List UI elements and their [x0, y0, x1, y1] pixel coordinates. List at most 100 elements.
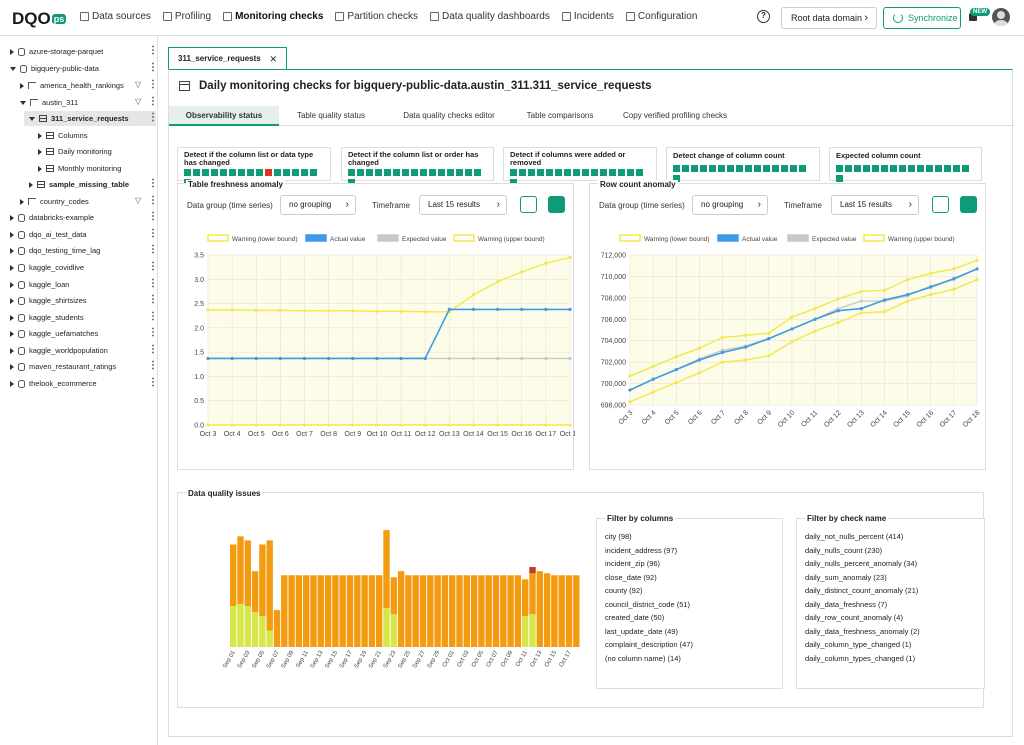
- status-cell[interactable]: [872, 165, 879, 172]
- sidebar-item-america-health-rankings[interactable]: america_health_rankings: [20, 78, 146, 93]
- status-cell[interactable]: [265, 169, 272, 176]
- more-icon[interactable]: ⋮: [148, 278, 158, 289]
- status-cell[interactable]: [393, 169, 400, 176]
- status-cell[interactable]: [736, 165, 743, 172]
- filter-item[interactable]: county (92): [605, 586, 643, 595]
- chevron-right-icon[interactable]: [10, 330, 14, 337]
- status-cell[interactable]: [627, 169, 634, 176]
- chevron-down-icon[interactable]: [10, 66, 16, 71]
- nav-data-quality-dashboards[interactable]: Data quality dashboards: [430, 11, 550, 22]
- status-cell[interactable]: [917, 165, 924, 172]
- chevron-right-icon[interactable]: [10, 231, 14, 238]
- more-icon[interactable]: ⋮: [148, 311, 158, 322]
- sidebar-item-country-codes[interactable]: country_codes: [20, 194, 146, 209]
- chevron-right-icon[interactable]: [20, 198, 24, 205]
- nav-configuration[interactable]: Configuration: [625, 11, 697, 22]
- status-cell[interactable]: [274, 169, 281, 176]
- chevron-right-icon[interactable]: [20, 82, 24, 89]
- status-cell[interactable]: [953, 165, 960, 172]
- sidebar-item-kaggle-loan[interactable]: kaggle_loan: [10, 277, 146, 292]
- filter-icon[interactable]: ▽: [135, 80, 142, 89]
- sidebar-item-sample-missing-table[interactable]: sample_missing_table: [29, 177, 146, 192]
- sidebar-item-kaggle-worldpopulation[interactable]: kaggle_worldpopulation: [10, 343, 146, 358]
- filter-icon[interactable]: ▽: [135, 97, 142, 106]
- status-cell[interactable]: [537, 169, 544, 176]
- more-icon[interactable]: ⋮: [148, 62, 158, 73]
- status-cell[interactable]: [510, 179, 517, 186]
- more-icon[interactable]: ⋮: [148, 377, 158, 388]
- status-cell[interactable]: [799, 165, 806, 172]
- timeframe-select[interactable]: Last 15 results: [419, 195, 507, 215]
- chevron-right-icon[interactable]: [10, 48, 14, 55]
- subtab-table-comparisons[interactable]: Table comparisons: [526, 111, 594, 120]
- status-cell[interactable]: [447, 169, 454, 176]
- status-cell[interactable]: [375, 169, 382, 176]
- more-icon[interactable]: ⋮: [148, 113, 158, 124]
- subtab-observability-status[interactable]: Observability status: [169, 106, 279, 126]
- chevron-down-icon[interactable]: [29, 116, 35, 121]
- status-cell[interactable]: [727, 165, 734, 172]
- status-cell[interactable]: [709, 165, 716, 172]
- status-cell[interactable]: [528, 169, 535, 176]
- tab-311-service-requests[interactable]: 311_service_requests ✕: [168, 47, 287, 69]
- sidebar-item-kaggle-students[interactable]: kaggle_students: [10, 310, 146, 325]
- chevron-right-icon[interactable]: [10, 363, 14, 370]
- status-cell[interactable]: [763, 165, 770, 172]
- filter-item[interactable]: daily_row_count_anomaly (4): [805, 613, 903, 622]
- filter-item[interactable]: last_update_date (49): [605, 626, 678, 636]
- status-box[interactable]: Detect if the column list or data type h…: [177, 147, 331, 186]
- filter-item[interactable]: daily_sum_anomaly (23): [805, 572, 887, 582]
- help-icon[interactable]: ?: [757, 10, 770, 23]
- more-icon[interactable]: ⋮: [148, 344, 158, 355]
- sidebar-item-kaggle-uefamatches[interactable]: kaggle_uefamatches: [10, 326, 146, 341]
- status-cell[interactable]: [301, 169, 308, 176]
- more-icon[interactable]: ⋮: [148, 195, 158, 206]
- domain-selector-button[interactable]: Root data domain: [781, 7, 877, 29]
- nav-partition-checks[interactable]: Partition checks: [335, 11, 418, 22]
- chevron-right-icon[interactable]: [10, 297, 14, 304]
- more-icon[interactable]: ⋮: [148, 327, 158, 338]
- filter-item[interactable]: incident_zip (96): [605, 559, 661, 568]
- filter-icon[interactable]: ▽: [135, 196, 142, 205]
- sidebar-item-311-service-requests[interactable]: 311_service_requests: [24, 111, 156, 126]
- filter-item[interactable]: (no column name) (14): [605, 653, 681, 663]
- more-icon[interactable]: ⋮: [148, 96, 158, 107]
- close-icon[interactable]: ✕: [269, 54, 277, 64]
- sidebar-item-maven-restaurant-ratings[interactable]: maven_restaurant_ratings: [10, 359, 146, 374]
- table-view-icon[interactable]: [520, 196, 537, 213]
- more-icon[interactable]: ⋮: [148, 211, 158, 222]
- status-cell[interactable]: [292, 169, 299, 176]
- status-cell[interactable]: [673, 165, 680, 172]
- chevron-right-icon[interactable]: [29, 181, 33, 188]
- status-cell[interactable]: [357, 169, 364, 176]
- status-cell[interactable]: [908, 165, 915, 172]
- status-cell[interactable]: [220, 169, 227, 176]
- status-cell[interactable]: [555, 169, 562, 176]
- chevron-down-icon[interactable]: [20, 100, 26, 105]
- chevron-right-icon[interactable]: [10, 314, 14, 321]
- subtab-data-quality-checks-editor[interactable]: Data quality checks editor: [403, 111, 495, 120]
- subtab-copy-verified-profiling-checks[interactable]: Copy verified profiling checks: [622, 111, 728, 120]
- status-box[interactable]: Detect change of column count: [666, 147, 820, 182]
- status-cell[interactable]: [283, 169, 290, 176]
- sidebar-item-daily-monitoring[interactable]: Daily monitoring: [38, 144, 146, 159]
- chevron-right-icon[interactable]: [10, 264, 14, 271]
- status-box[interactable]: Expected column count: [829, 147, 982, 182]
- sidebar-item-thelook-ecommerce[interactable]: thelook_ecommerce: [10, 376, 146, 391]
- filter-item[interactable]: daily_distinct_count_anomaly (21): [805, 586, 919, 595]
- filter-item[interactable]: daily_nulls_count (230): [805, 545, 883, 555]
- filter-item[interactable]: daily_column_type_changed (1): [805, 640, 912, 649]
- subtab-table-quality-status[interactable]: Table quality status: [296, 111, 366, 120]
- status-cell[interactable]: [881, 165, 888, 172]
- status-cell[interactable]: [863, 165, 870, 172]
- status-cell[interactable]: [890, 165, 897, 172]
- status-cell[interactable]: [429, 169, 436, 176]
- status-cell[interactable]: [411, 169, 418, 176]
- filter-item[interactable]: city (98): [605, 532, 632, 541]
- chevron-right-icon[interactable]: [10, 347, 14, 354]
- status-box[interactable]: Detect if columns were added or removed: [503, 147, 657, 186]
- status-cell[interactable]: [546, 169, 553, 176]
- sidebar-item-azure-storage-parquet[interactable]: azure-storage-parquet: [10, 44, 146, 59]
- status-cell[interactable]: [845, 165, 852, 172]
- status-cell[interactable]: [465, 169, 472, 176]
